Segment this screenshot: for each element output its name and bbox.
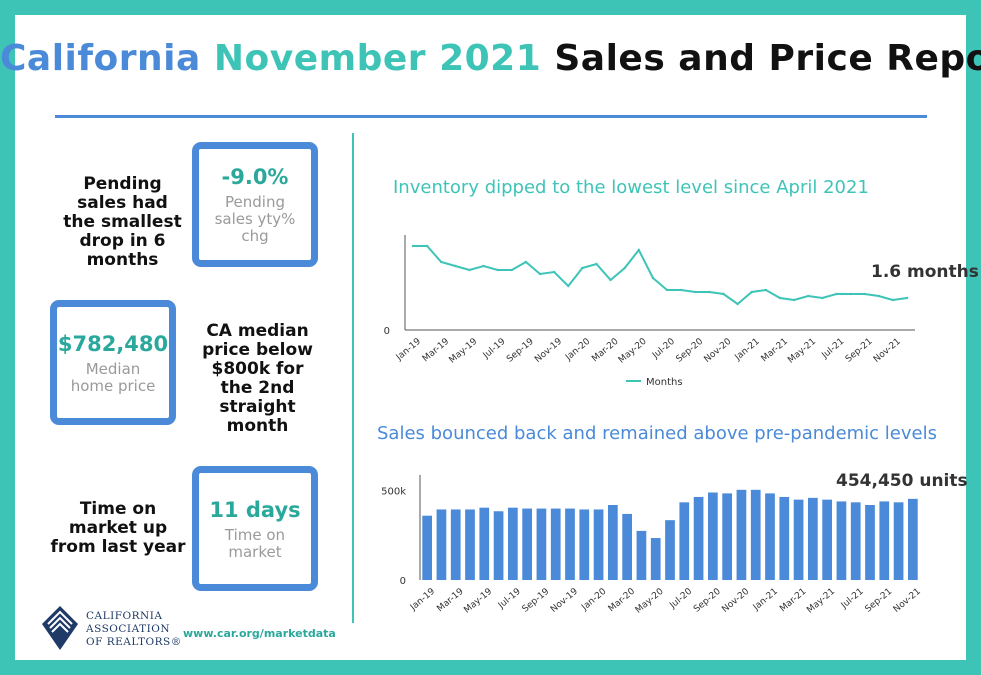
median-price-value: $782,480 — [57, 331, 169, 356]
inventory-chart-title: Inventory dipped to the lowest level sin… — [393, 177, 869, 198]
logo-line: ASSOCIATION — [86, 623, 171, 635]
logo-line: CALIFORNIA — [86, 610, 163, 622]
median-price-label: Median home price — [70, 359, 156, 395]
pending-sales-label: Pending sales yty% chg — [214, 193, 296, 245]
time-on-market-note: Time on market up from last year — [50, 499, 186, 557]
car-logo-icon — [42, 606, 78, 650]
car-logo-text: CALIFORNIA ASSOCIATION OF REALTORS® — [86, 610, 182, 649]
time-on-market-value: 11 days — [209, 497, 301, 522]
page-title: California November 2021 Sales and Price… — [0, 38, 981, 79]
market-data-link[interactable]: www.car.org/marketdata — [183, 627, 336, 640]
time-on-market-box: 11 days Time on market — [192, 466, 318, 591]
pending-sales-note: Pending sales had the smallest drop in 6… — [63, 174, 182, 270]
title-part-period: November 2021 — [213, 38, 542, 79]
title-divider — [55, 115, 927, 118]
pending-sales-box: -9.0% Pending sales yty% chg — [192, 142, 318, 267]
median-price-box: $782,480 Median home price — [50, 300, 176, 425]
logo-line: OF REALTORS® — [86, 636, 182, 648]
sales-callout: 454,450 units — [836, 471, 968, 491]
median-price-note: CA median price below $800k for the 2nd … — [202, 321, 313, 436]
pending-sales-value: -9.0% — [221, 165, 289, 189]
column-divider — [352, 133, 354, 623]
title-part-report: Sales and Price Report — [554, 38, 981, 79]
inventory-callout: 1.6 months — [871, 262, 979, 282]
sales-chart-title: Sales bounced back and remained above pr… — [377, 423, 937, 444]
time-on-market-label: Time on market — [224, 525, 286, 561]
title-part-state: California — [0, 38, 201, 79]
